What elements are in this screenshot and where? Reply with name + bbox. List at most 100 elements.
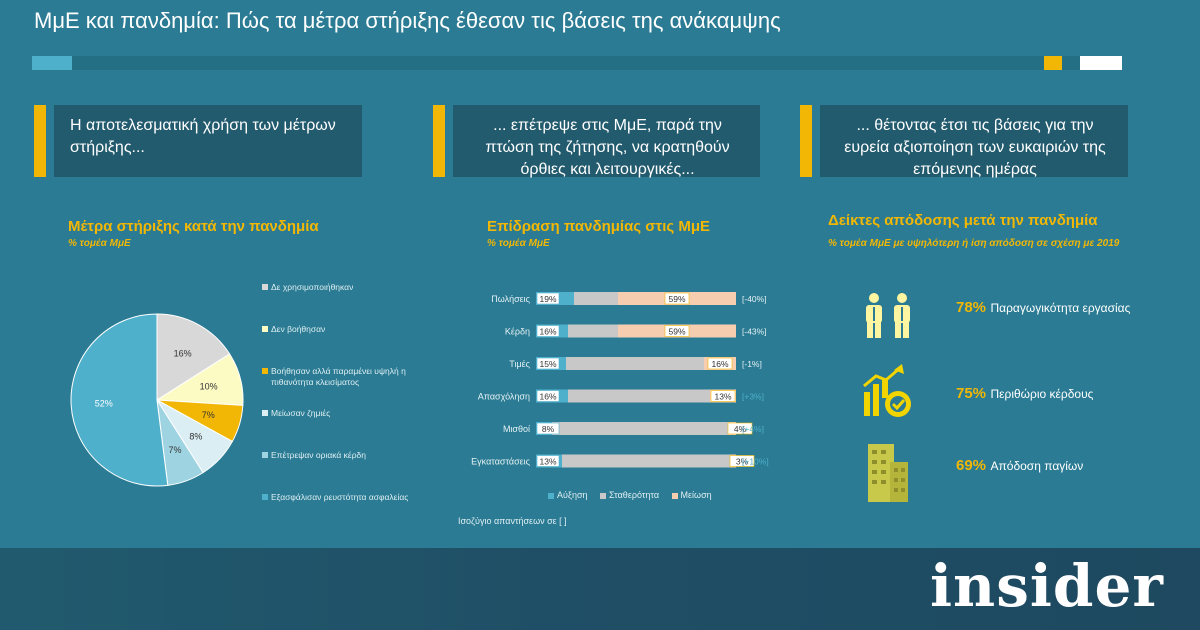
bar-value-box (536, 357, 560, 370)
bar-chart: Πωλήσεις 19% 59% [-40%] Κέρδη 16% 59% [-43%] Τιμ… (471, 292, 769, 468)
legend-label: Δεν βοήθησαν (271, 324, 326, 334)
indicators-title: Δείκτες απόδοσης μετά την πανδημία (828, 212, 1098, 229)
step-box-3: ... θέτοντας έτσι τις βάσεις για την ευρ… (800, 105, 1128, 178)
legend-swatch (262, 284, 268, 290)
legend-label: Αύξηση (557, 490, 588, 500)
pie-slice (70, 313, 169, 487)
bar-category-label: Εγκαταστάσεις (471, 457, 530, 467)
indicator-value: 69% (956, 457, 987, 474)
bar-value-box (664, 325, 690, 337)
bar-category-label: Απασχόληση (478, 392, 530, 402)
bar-chart-legend: Αύξηση Σταθερότητα Μείωση (548, 490, 722, 500)
pie-slice-label: 7% (169, 445, 182, 455)
step-box-body: Η αποτελεσματική χρήση των μέτρων στήριξ… (54, 105, 362, 177)
pie-slice-label: 8% (189, 432, 202, 442)
bar-balance-label: [+10%] (742, 457, 769, 467)
bar-chart-subtitle: % τομέα ΜμΕ (487, 238, 550, 249)
bar-balance-label: [+4%] (742, 424, 764, 434)
bar-value-label: 13% (714, 392, 731, 402)
bar-balance-label: [-43%] (742, 327, 767, 337)
bar-balance-label: [-1%] (742, 359, 762, 369)
bar-value-box (710, 390, 736, 402)
step-box-body: ... θέτοντας έτσι τις βάσεις για την ευρ… (820, 105, 1128, 178)
bar-value-box (536, 325, 560, 337)
bar-value-label: 59% (668, 327, 685, 337)
step-text: Η αποτελεσματική χρήση των μέτρων στήριξ… (70, 117, 336, 156)
legend-swatch (262, 326, 268, 332)
indicators-subtitle: % τομέα ΜμΕ με υψηλότερη ή ίση απόδοση σ… (828, 238, 1120, 249)
header-rule-yellow-block (1044, 56, 1062, 70)
pie-slice-label: 16% (174, 348, 192, 358)
legend-label: Μείωση (680, 490, 712, 500)
bar-chart-title: Επίδραση πανδημίας στις ΜμΕ (487, 218, 711, 235)
legend-item-increase: Αύξηση (548, 490, 588, 500)
bar-segment (568, 389, 710, 403)
legend-swatch (262, 494, 268, 500)
bar-value-label: 16% (711, 359, 728, 369)
bar-value-label: 16% (539, 327, 556, 337)
insider-logo[interactable]: insider (930, 552, 1164, 620)
profit-gear-icon (863, 364, 911, 417)
bar-category-label: Πωλήσεις (491, 294, 530, 304)
legend-swatch (262, 368, 268, 374)
bar-category-label: Κέρδη (505, 327, 530, 337)
pie-slice (156, 313, 231, 401)
indicator-label: Περιθώριο κέρδους (990, 387, 1094, 401)
legend-label: Μείωσαν ζημιές (271, 408, 331, 418)
legend-label: Βοήθησαν αλλά παραμένει υψηλή η πιθανότη… (271, 366, 406, 387)
pie-legend-item: Δε χρησιμοποιήθηκαν (262, 282, 412, 293)
bar-value-label: 19% (539, 294, 556, 304)
step-stripe (800, 105, 812, 177)
indicator-label: Παραγωγικότητα εργασίας (990, 301, 1131, 315)
brand-band (0, 548, 1200, 630)
header-rule-white-block (1080, 56, 1122, 70)
indicator-label: Απόδοση παγίων (990, 459, 1084, 473)
building-icon (868, 444, 908, 502)
bar-value-label: 3% (736, 457, 749, 467)
bar-value-label: 8% (542, 424, 555, 434)
bar-value-box (707, 357, 733, 370)
bar-balance-label: [+3%] (742, 392, 764, 402)
bar-segment (566, 357, 704, 370)
pie-legend-item: Μείωσαν ζημιές (262, 408, 412, 419)
step-box-1: Η αποτελεσματική χρήση των μέτρων στήριξ… (34, 105, 362, 177)
legend-swatch (262, 410, 268, 416)
indicator-productivity: 78% Παραγωγικότητα εργασίας (956, 298, 1146, 318)
pie-legend-item: Βοήθησαν αλλά παραμένει υψηλή η πιθανότη… (262, 366, 412, 388)
indicator-profit-margin: 75% Περιθώριο κέρδους (956, 384, 1156, 404)
bar-segment (574, 292, 618, 305)
step-box-body: ... επέτρεψε στις ΜμΕ, παρά την πτώση τη… (453, 105, 760, 178)
step-box-2: ... επέτρεψε στις ΜμΕ, παρά την πτώση τη… (433, 105, 760, 178)
pie-slice-label: 7% (202, 410, 215, 420)
header-rule (32, 56, 1122, 70)
legend-label: Εξασφάλισαν ρευστότητα ασφαλείας (271, 492, 409, 502)
bar-chart-note: Ισοζύγιο απαντήσεων σε [ ] (458, 516, 567, 526)
bar-balance-label: [-40%] (742, 294, 767, 304)
step-stripe (34, 105, 46, 177)
pie-chart-title: Μέτρα στήριξης κατά την πανδημία (68, 218, 319, 235)
pie-chart: 16% 10% 7% 8% 7% 52% (70, 313, 244, 487)
legend-item-stable: Σταθερότητα (600, 490, 659, 500)
bar-value-box (536, 390, 560, 402)
bar-value-label: 13% (539, 457, 556, 467)
bar-segment (552, 422, 728, 435)
indicator-asset-return: 69% Απόδοση παγίων (956, 456, 1156, 476)
pie-legend-item: Επέτρεψαν οριακά κέρδη (262, 450, 412, 461)
bar-value-box (727, 422, 753, 435)
indicator-value: 78% (956, 299, 987, 316)
step-text: ... επέτρεψε στις ΜμΕ, παρά την πτώση τη… (485, 117, 730, 178)
pie-legend-item: Εξασφάλισαν ρευστότητα ασφαλείας (262, 492, 412, 503)
bar-value-box (536, 292, 560, 305)
bar-value-label: 15% (539, 359, 556, 369)
workers-icon (866, 293, 910, 338)
legend-label: Επέτρεψαν οριακά κέρδη (271, 450, 367, 460)
legend-label: Σταθερότητα (609, 490, 660, 500)
pie-slice-label: 10% (200, 382, 218, 392)
legend-item-decrease: Μείωση (671, 490, 712, 500)
page-title: ΜμΕ και πανδημία: Πώς τα μέτρα στήριξης … (34, 8, 781, 33)
pie-slice-label: 52% (95, 398, 113, 408)
bar-category-label: Τιμές (509, 359, 530, 369)
pie-chart-subtitle: % τομέα ΜμΕ (68, 238, 131, 249)
bar-value-box (729, 455, 755, 467)
bar-value-label: 16% (539, 392, 556, 402)
